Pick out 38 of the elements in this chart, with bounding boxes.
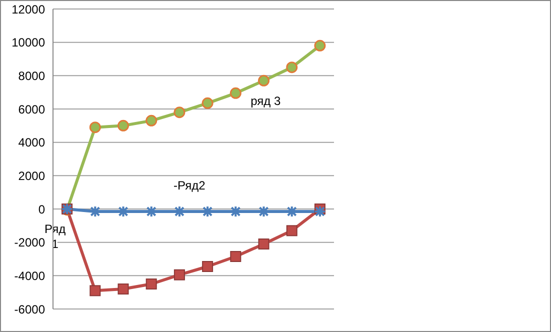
point xyxy=(202,97,214,109)
point xyxy=(314,40,326,52)
y-tick-label: 0 xyxy=(38,202,46,216)
y-tick-label: -2000 xyxy=(14,236,46,250)
y-tick-label: -6000 xyxy=(14,302,46,316)
point xyxy=(258,238,270,250)
annotation: -Ряд2 xyxy=(174,178,206,192)
point xyxy=(146,114,158,126)
annotation: ряд 3 xyxy=(250,94,281,108)
point xyxy=(314,206,326,218)
point xyxy=(90,285,101,296)
y-tick-label: -4000 xyxy=(14,268,46,283)
point xyxy=(230,87,242,99)
point xyxy=(89,122,101,134)
point xyxy=(174,106,186,118)
point xyxy=(118,284,129,294)
point xyxy=(230,206,242,218)
point xyxy=(258,74,270,86)
point xyxy=(258,206,270,218)
point xyxy=(118,120,129,132)
y-tick-label: 8000 xyxy=(18,68,46,83)
y-tick-label: 4000 xyxy=(18,136,46,150)
point xyxy=(89,206,102,218)
point xyxy=(202,206,214,218)
point xyxy=(117,206,130,218)
point xyxy=(173,206,186,218)
point xyxy=(286,206,298,218)
y-tick-label: 12000 xyxy=(12,2,46,16)
point xyxy=(146,278,157,290)
y-tick-label: 10000 xyxy=(12,36,46,50)
point xyxy=(286,225,298,236)
point xyxy=(230,251,242,262)
point xyxy=(286,62,298,74)
point xyxy=(174,269,185,280)
point xyxy=(145,206,158,218)
y-tick-label: 6000 xyxy=(18,102,46,116)
point xyxy=(202,261,214,272)
y-tick-label: 2000 xyxy=(18,168,46,183)
